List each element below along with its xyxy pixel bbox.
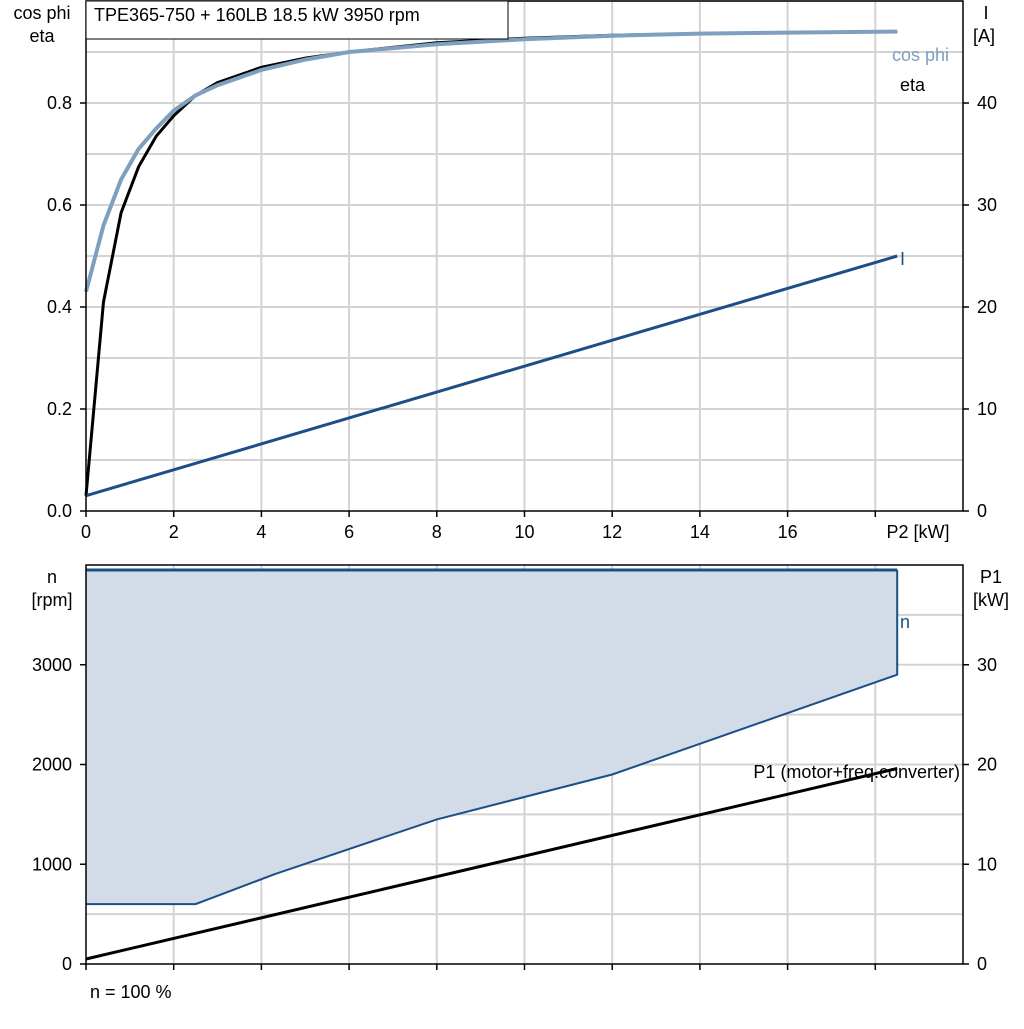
top-x-tick-label: 2 [169,522,179,542]
bottom-y-tick-label: 3000 [32,655,72,675]
top-x-tick-label: 14 [690,522,710,542]
top-x-tick-label: 16 [778,522,798,542]
cos-phi-label: cos phi [892,45,949,65]
top-y2-tick-label: 0 [977,501,987,521]
bottom-y-tick-label: 2000 [32,755,72,775]
bottom-y-tick-label: 0 [62,954,72,974]
top-y2-tick-label: 30 [977,195,997,215]
top-y2-tick-label: 20 [977,297,997,317]
top-x-tick-label: 8 [432,522,442,542]
bottom-panel: 0 1000 2000 3000 0 10 20 30 n [rpm] P1 [kW] n … [31,564,1009,1002]
p1-label: P1 (motor+freq.converter) [753,762,960,782]
speed-label: n [900,612,910,632]
bottom-y2-tick-label: 10 [977,854,997,874]
top-left-axis-label-1: cos phi [13,3,70,23]
current-curve [85,254,898,498]
top-x-ticks: 0 2 4 6 8 10 12 14 16 [81,511,877,542]
speed-lower-bound-line [86,570,899,906]
bottom-y2-tick-label: 20 [977,755,997,775]
top-right-axis-label-2: [A] [973,26,995,46]
chart-title: TPE365-750 + 160LB 18.5 kW 3950 rpm [94,5,420,25]
top-x-tick-label: 0 [81,522,91,542]
top-y2-tick-label: 40 [977,93,997,113]
speed-range-area [86,569,898,905]
top-y-tick-label: 0.6 [47,195,72,215]
bottom-x-ticks [85,964,877,970]
bottom-y2-ticks: 0 10 20 30 [963,655,997,974]
bottom-y-tick-label: 1000 [32,854,72,874]
x-axis-label: P2 [kW] [886,522,949,542]
top-x-tick-label: 10 [514,522,534,542]
top-y-tick-label: 0.2 [47,399,72,419]
footer-note: n = 100 % [90,982,172,1002]
bottom-y2-tick-label: 30 [977,655,997,675]
top-x-tick-label: 6 [344,522,354,542]
top-y2-ticks: 0 10 20 30 40 [963,93,997,521]
eta-curve [84,30,898,496]
top-y-tick-label: 0.4 [47,297,72,317]
title-box [85,0,509,40]
top-left-axis-label-2: eta [29,26,55,46]
bottom-y2-tick-label: 0 [977,954,987,974]
eta-label: eta [900,75,926,95]
top-x-tick-label: 12 [602,522,622,542]
top-grid [86,0,963,511]
top-y2-tick-label: 10 [977,399,997,419]
top-x-tick-label: 4 [256,522,266,542]
bottom-left-axis-label-2: [rpm] [31,590,72,610]
bottom-left-axis-label-1: n [47,567,57,587]
p1-curve [85,767,898,961]
top-y-tick-label: 0.8 [47,93,72,113]
cos-phi-curve [84,29,898,293]
bottom-right-axis-label-1: P1 [980,567,1002,587]
current-label: I [900,249,905,269]
bottom-y-ticks: 0 1000 2000 3000 [32,655,86,974]
top-right-axis-label-1: I [983,3,988,23]
top-y-tick-label: 0.0 [47,501,72,521]
top-y-ticks: 0.0 0.2 0.4 0.6 0.8 [47,93,86,521]
bottom-right-axis-label-2: [kW] [973,590,1009,610]
top-panel: 0 2 4 6 8 10 12 14 16 0.00.20.40.60.8 010203040 … [13,0,997,542]
